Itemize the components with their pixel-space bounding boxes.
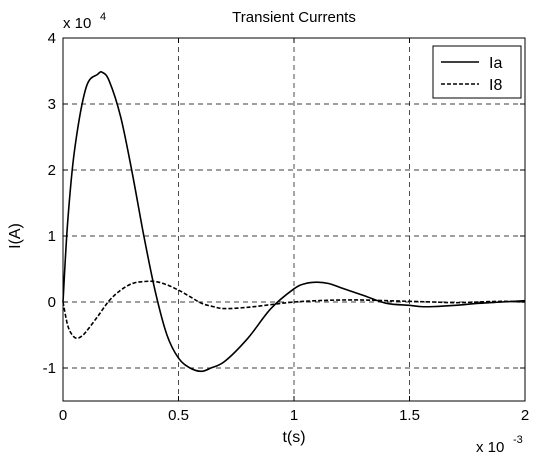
- x-exponent-base: x 10: [476, 439, 504, 456]
- y-tick-label: 0: [48, 294, 56, 311]
- y-axis-label: I(A): [7, 223, 24, 249]
- x-tick-label: 2: [521, 407, 529, 424]
- x-tick-label: 0: [59, 407, 67, 424]
- grid: [63, 38, 525, 401]
- y-tick-label: 2: [48, 162, 56, 179]
- x-tick-label: 1: [290, 407, 298, 424]
- y-exponent-base: x 10: [63, 15, 91, 32]
- chart-title: Transient Currents: [232, 9, 356, 26]
- y-tick-label: -1: [43, 360, 56, 377]
- series-layer: [62, 70, 526, 373]
- x-tick-label: 1.5: [399, 407, 420, 424]
- series-line-ia: [62, 70, 526, 373]
- x-axis-label: t(s): [282, 429, 305, 446]
- y-exponent-label: x 10 4: [63, 11, 106, 32]
- y-tick-label: 3: [48, 96, 56, 113]
- y-tick-label: 1: [48, 228, 56, 245]
- x-exponent-power: -3: [513, 434, 523, 446]
- legend-label-i8: I8: [489, 77, 502, 94]
- legend: Ia I8: [432, 45, 522, 99]
- x-exponent-label: x 10 -3: [476, 434, 523, 456]
- y-tick-label: 4: [48, 30, 56, 47]
- axis-ticks: 0 0.5 1 1.5 2 -1 0 1 2 3 4: [43, 30, 530, 424]
- legend-label-ia: Ia: [489, 55, 502, 72]
- series-line-i8: [62, 280, 526, 340]
- y-exponent-power: 4: [100, 11, 106, 23]
- legend-box: [432, 45, 522, 99]
- x-tick-label: 0.5: [168, 407, 189, 424]
